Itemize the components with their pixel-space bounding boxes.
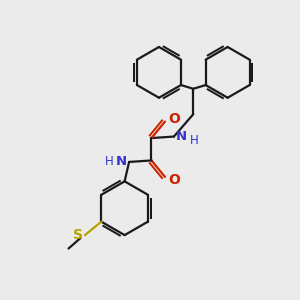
Text: N: N — [176, 130, 187, 143]
Text: H: H — [105, 155, 114, 168]
Text: O: O — [168, 112, 180, 126]
Text: O: O — [168, 173, 180, 187]
Text: S: S — [74, 228, 83, 242]
Text: N: N — [116, 155, 127, 168]
Text: H: H — [189, 134, 198, 147]
